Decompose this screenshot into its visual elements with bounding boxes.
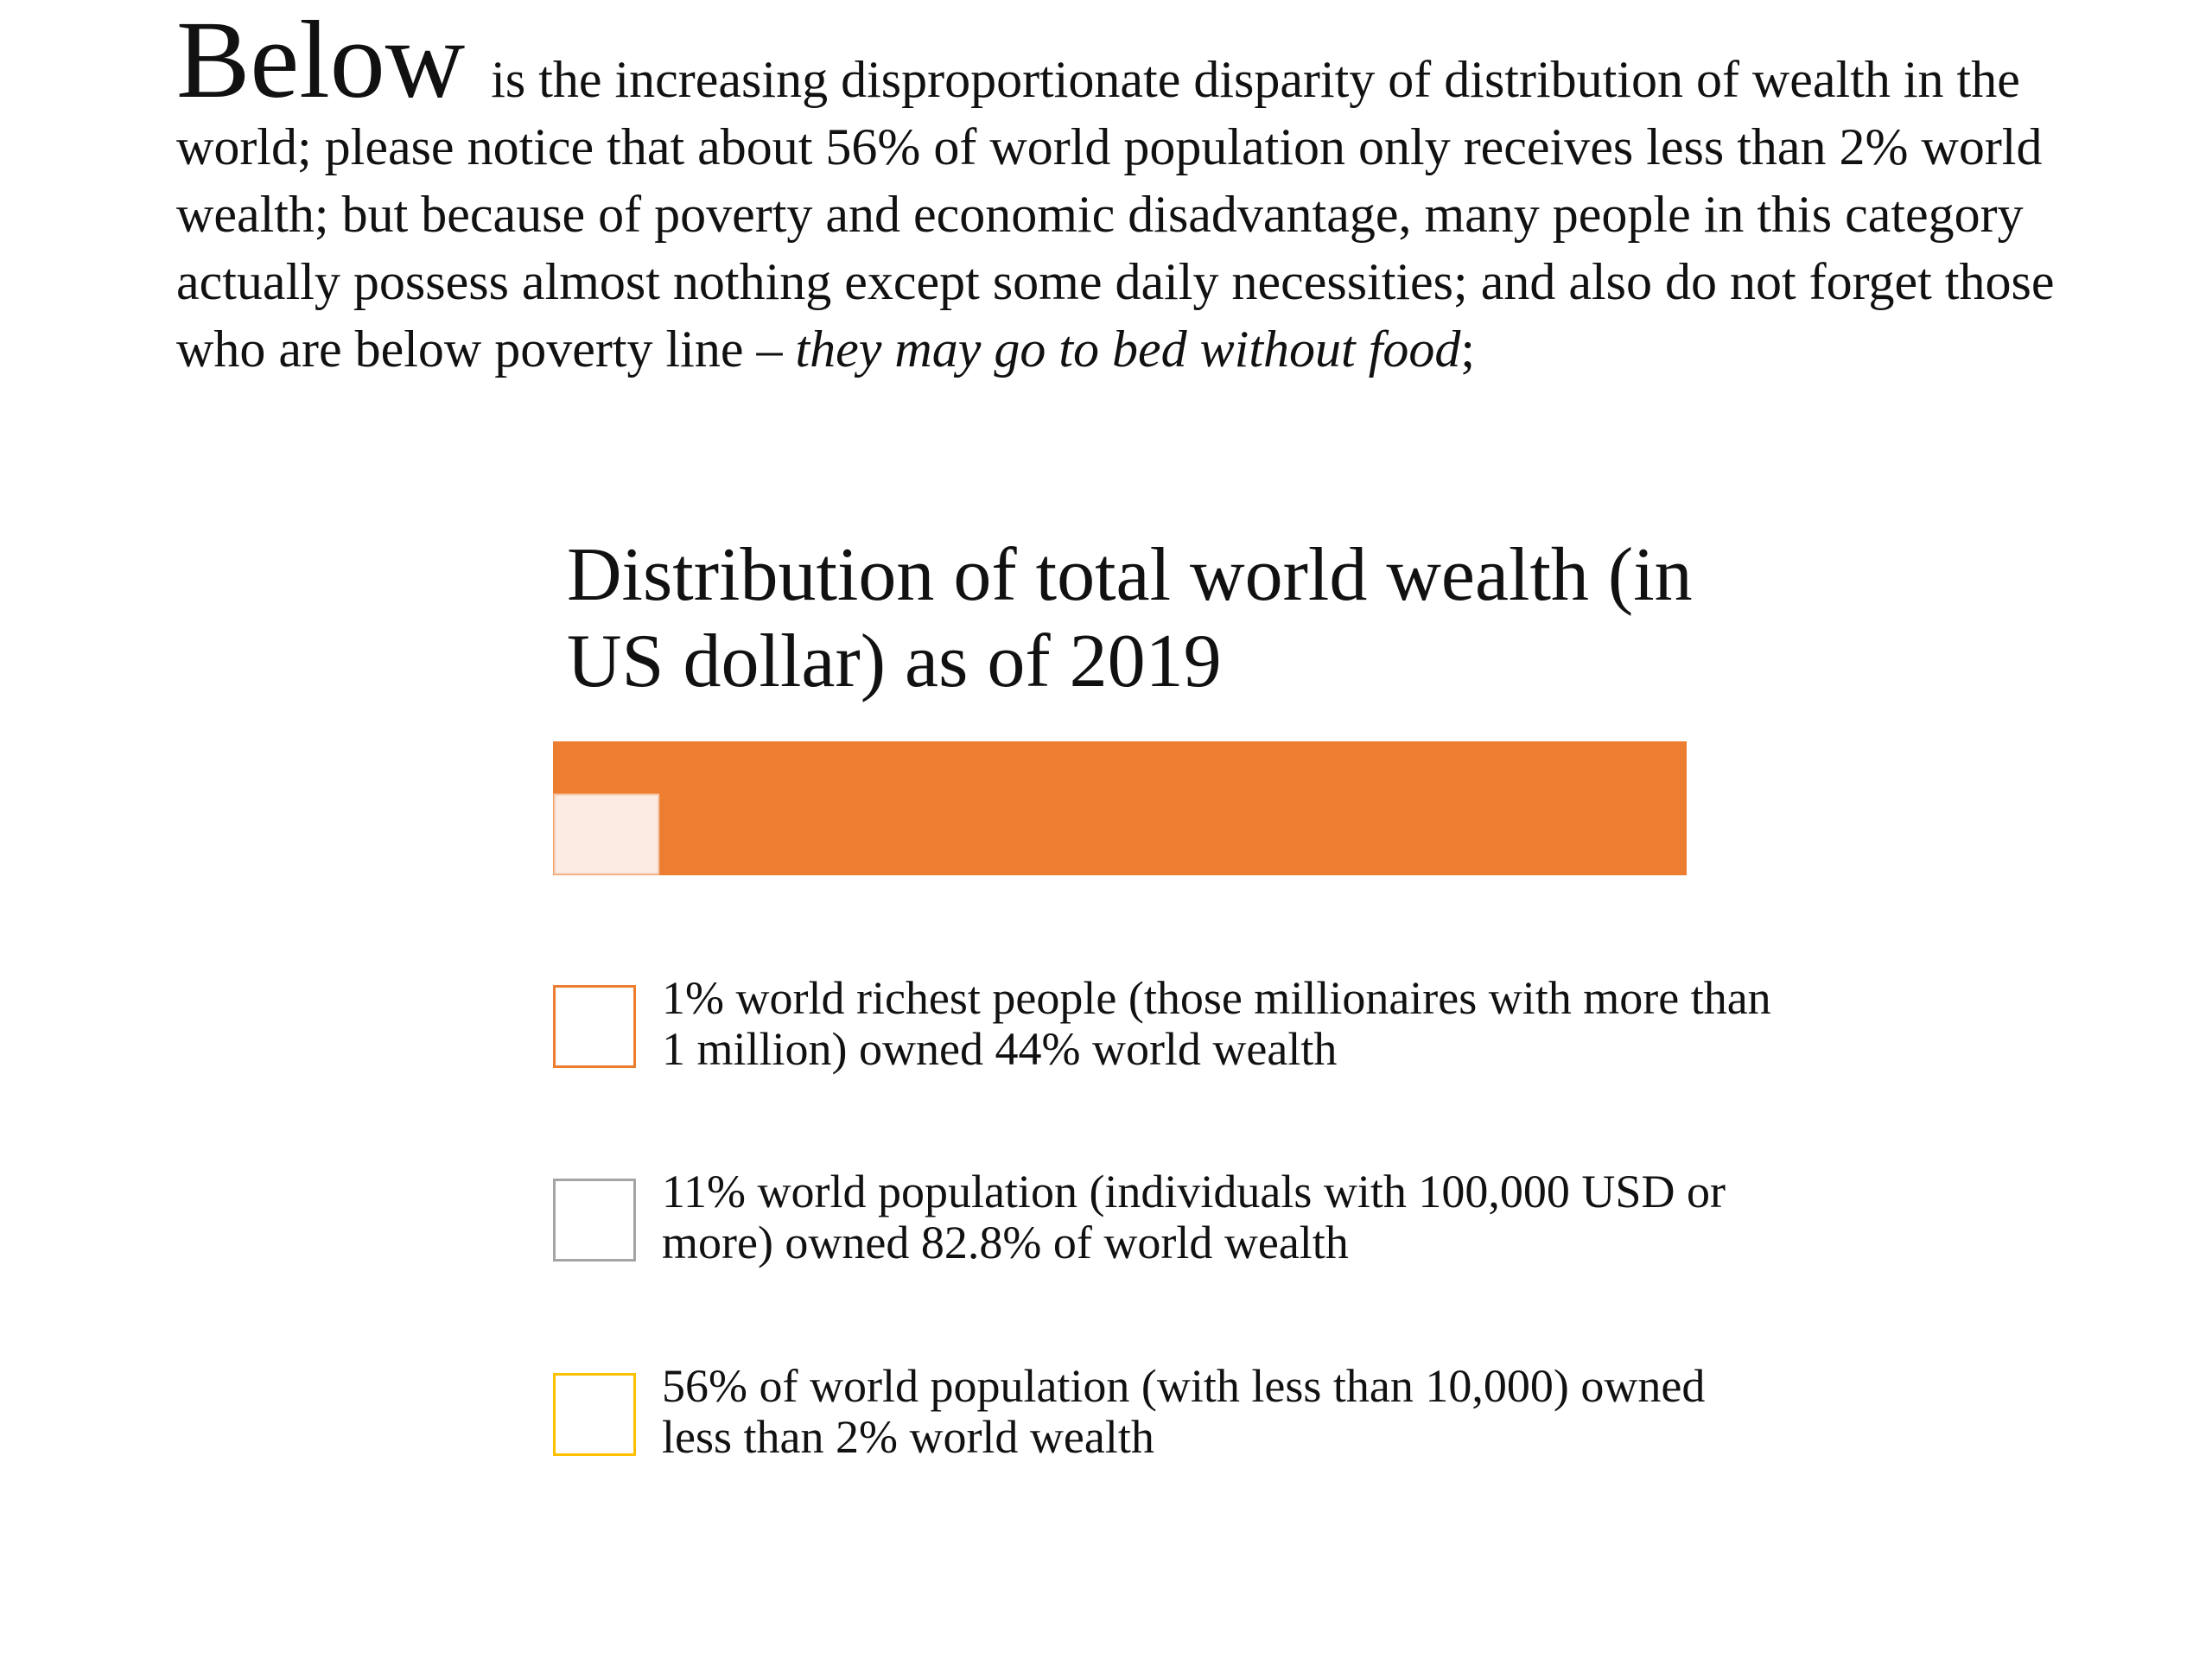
- legend-label-2: 11% world population (individuals with 1…: [662, 1166, 1726, 1268]
- legend-label-1: 1% world richest people (those millionai…: [662, 972, 1771, 1075]
- intro-lead-word: Below: [176, 0, 466, 121]
- intro-italic-text: they may go to bed without food: [795, 321, 1461, 378]
- intro-text: is the increasing disproportionate dispa…: [176, 51, 2055, 378]
- bar-segment-2-percent: [553, 793, 660, 875]
- legend-swatch-3: [553, 1373, 636, 1456]
- legend-swatch-1: [553, 985, 636, 1068]
- legend-swatch-2: [553, 1179, 636, 1262]
- chart-title: Distribution of total world wealth (in U…: [567, 533, 1693, 703]
- legend-label-3: 56% of world population (with less than …: [662, 1360, 1706, 1463]
- intro-paragraph: Below is the increasing disproportionate …: [176, 4, 2077, 383]
- intro-text-end: ;: [1460, 321, 1476, 378]
- bar-total-wealth: [553, 741, 1687, 875]
